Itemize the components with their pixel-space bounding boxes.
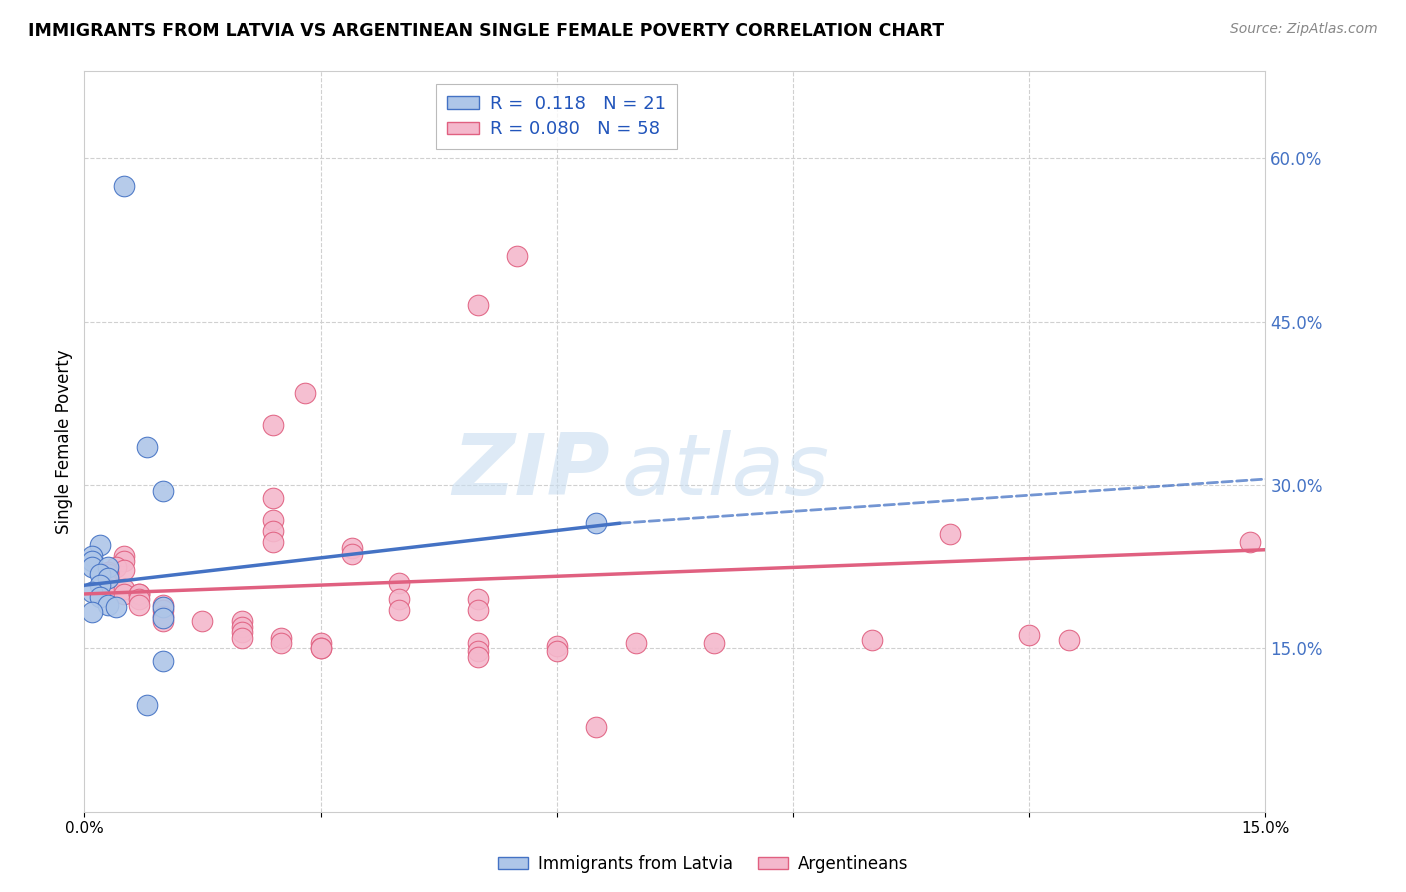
Point	[467, 650, 489, 665]
Point	[104, 600, 127, 615]
Point	[97, 567, 120, 582]
Point	[467, 592, 489, 607]
Point	[262, 534, 284, 549]
Point	[89, 578, 111, 592]
Point	[128, 598, 150, 612]
Legend: R =  0.118   N = 21, R = 0.080   N = 58: R = 0.118 N = 21, R = 0.080 N = 58	[436, 84, 676, 149]
Point	[1057, 632, 1080, 647]
Point	[82, 584, 104, 599]
Point	[388, 603, 411, 617]
Point	[1018, 628, 1040, 642]
Point	[128, 587, 150, 601]
Point	[97, 598, 120, 612]
Point	[585, 516, 607, 531]
Point	[89, 591, 111, 605]
Point	[270, 631, 292, 645]
Point	[97, 582, 120, 596]
Legend: Immigrants from Latvia, Argentineans: Immigrants from Latvia, Argentineans	[491, 848, 915, 880]
Point	[112, 563, 135, 577]
Point	[309, 636, 332, 650]
Point	[89, 538, 111, 552]
Point	[97, 571, 120, 585]
Text: ZIP: ZIP	[453, 430, 610, 513]
Point	[128, 592, 150, 607]
Point	[939, 527, 962, 541]
Point	[231, 614, 253, 628]
Point	[152, 655, 174, 669]
Point	[262, 418, 284, 433]
Point	[309, 641, 332, 656]
Point	[97, 571, 120, 585]
Point	[1239, 534, 1261, 549]
Point	[262, 491, 284, 505]
Point	[309, 641, 332, 656]
Point	[82, 559, 104, 574]
Text: IMMIGRANTS FROM LATVIA VS ARGENTINEAN SINGLE FEMALE POVERTY CORRELATION CHART: IMMIGRANTS FROM LATVIA VS ARGENTINEAN SI…	[28, 22, 945, 40]
Point	[97, 576, 120, 591]
Point	[467, 643, 489, 657]
Point	[231, 619, 253, 633]
Point	[112, 587, 135, 601]
Point	[388, 592, 411, 607]
Point	[112, 554, 135, 568]
Point	[262, 524, 284, 538]
Point	[467, 603, 489, 617]
Y-axis label: Single Female Poverty: Single Female Poverty	[55, 350, 73, 533]
Point	[112, 582, 135, 596]
Point	[546, 643, 568, 657]
Point	[152, 611, 174, 625]
Point	[388, 576, 411, 591]
Point	[152, 483, 174, 498]
Point	[152, 598, 174, 612]
Point	[585, 720, 607, 734]
Point	[262, 513, 284, 527]
Point	[112, 549, 135, 563]
Point	[340, 547, 363, 561]
Text: atlas: atlas	[621, 430, 830, 513]
Point	[506, 250, 529, 264]
Point	[82, 549, 104, 563]
Point	[82, 606, 104, 620]
Point	[860, 632, 883, 647]
Point	[97, 578, 120, 592]
Point	[152, 603, 174, 617]
Point	[231, 631, 253, 645]
Point	[136, 698, 159, 712]
Point	[270, 636, 292, 650]
Point	[136, 440, 159, 454]
Point	[191, 614, 214, 628]
Point	[152, 600, 174, 615]
Point	[104, 559, 127, 574]
Point	[152, 614, 174, 628]
Point	[97, 559, 120, 574]
Point	[467, 298, 489, 312]
Text: Source: ZipAtlas.com: Source: ZipAtlas.com	[1230, 22, 1378, 37]
Point	[97, 565, 120, 579]
Point	[89, 567, 111, 582]
Point	[128, 587, 150, 601]
Point	[624, 636, 647, 650]
Point	[340, 541, 363, 556]
Point	[546, 639, 568, 653]
Point	[112, 178, 135, 193]
Point	[703, 636, 725, 650]
Point	[231, 625, 253, 640]
Point	[294, 385, 316, 400]
Point	[152, 608, 174, 623]
Point	[82, 554, 104, 568]
Point	[467, 636, 489, 650]
